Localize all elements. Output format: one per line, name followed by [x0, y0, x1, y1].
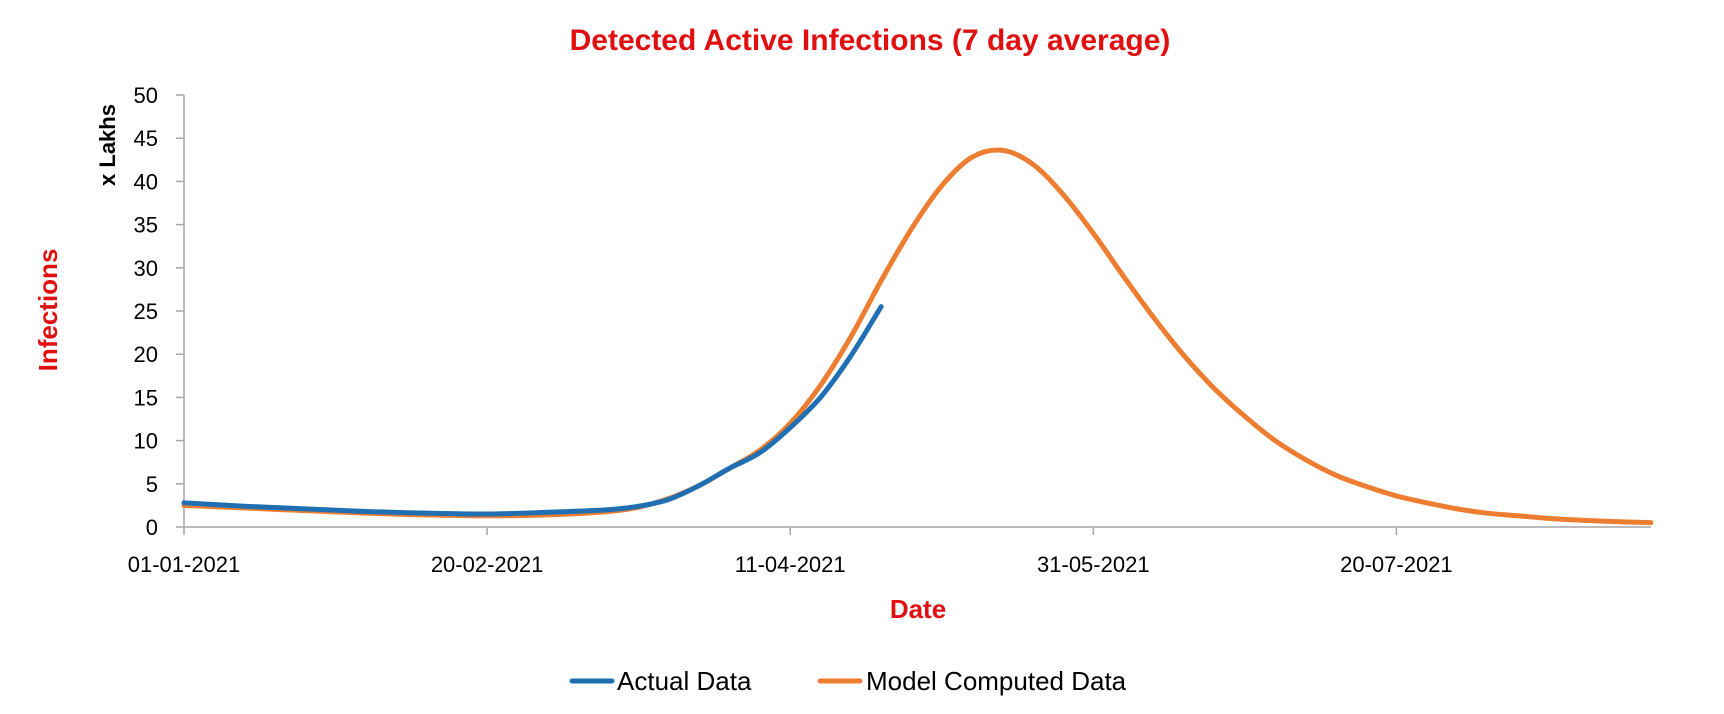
x-axis: 01-01-2021 20-02-2021 11-04-2021 31-05-2021… — [128, 526, 1651, 577]
series-line-actual-data — [181, 304, 884, 517]
y-tick-label: 5 — [146, 472, 158, 497]
y-tick-label: 30 — [134, 256, 158, 281]
y-tick-label: 50 — [134, 83, 158, 108]
chart-title: Detected Active Infections (7 day averag… — [570, 24, 1171, 57]
x-tick-label: 20-02-2021 — [431, 552, 544, 577]
series-layer — [181, 147, 1654, 526]
legend-label-model-computed-data: Model Computed Data — [866, 666, 1127, 696]
series-line-model-computed-data — [181, 147, 1654, 526]
y-tick-label: 40 — [134, 169, 158, 194]
y-tick-label: 10 — [134, 429, 158, 454]
y-axis-title: Infections — [33, 249, 63, 372]
x-tick-label: 20-07-2021 — [1340, 552, 1453, 577]
y-tick-label: 15 — [134, 385, 158, 410]
x-axis-title: Date — [890, 594, 946, 624]
y-tick-label: 35 — [134, 213, 158, 238]
legend-label-actual-data: Actual Data — [617, 666, 752, 696]
y-tick-label: 0 — [146, 515, 158, 540]
y-axis-unit-label: x Lakhs — [95, 104, 120, 186]
y-tick-label: 25 — [134, 299, 158, 324]
y-axis: 0 5 10 15 20 25 30 35 40 45 50 — [134, 83, 185, 540]
legend: Actual Data Model Computed Data — [569, 666, 1127, 696]
x-tick-label: 11-04-2021 — [735, 552, 846, 577]
x-tick-label: 31-05-2021 — [1037, 552, 1150, 577]
y-tick-label: 45 — [134, 126, 158, 151]
y-tick-label: 20 — [134, 342, 158, 367]
x-tick-label: 01-01-2021 — [128, 552, 241, 577]
